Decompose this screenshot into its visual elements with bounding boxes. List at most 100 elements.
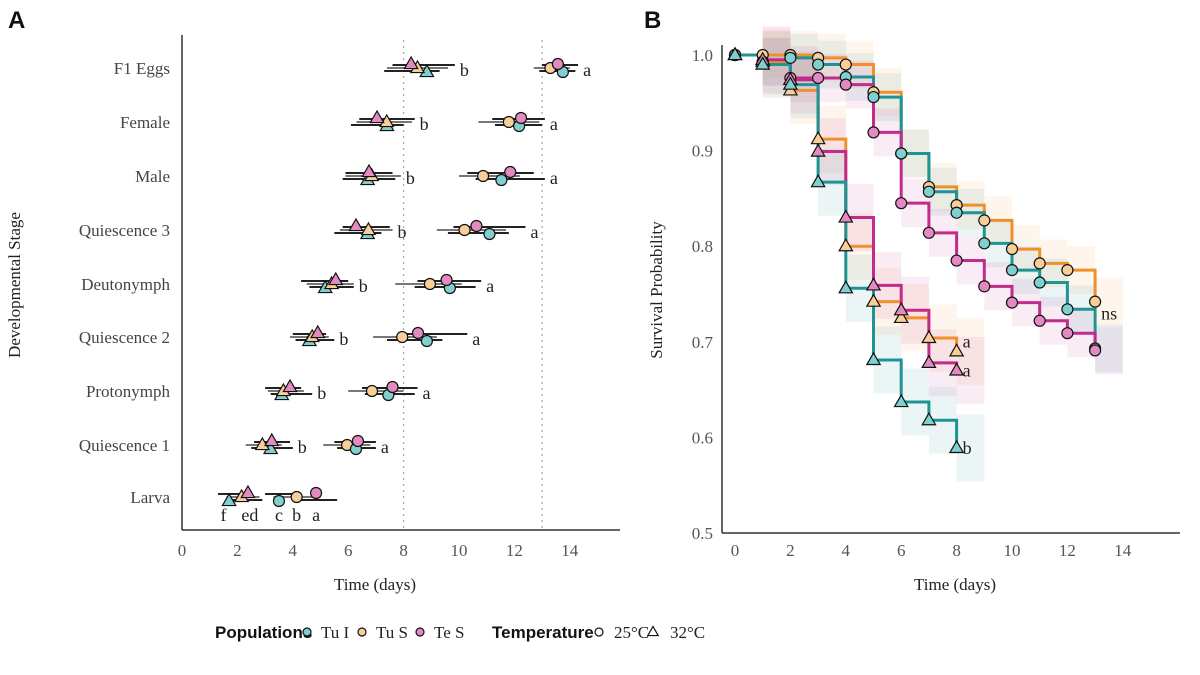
triangle-marker-tu-s (379, 113, 395, 128)
significance-letter: a (312, 505, 320, 525)
x-tick-label: 4 (289, 541, 298, 560)
circle-marker-te-s (470, 219, 483, 233)
circle-marker-tu-s (396, 330, 409, 344)
stage-label: Deutonymph (81, 275, 170, 294)
triangle-marker (893, 393, 909, 408)
x-tick-label: 10 (451, 541, 468, 560)
triangle-marker-te-s (361, 163, 377, 178)
circle-marker (839, 78, 852, 91)
circle-marker (784, 51, 797, 64)
circle-marker (1061, 327, 1074, 340)
stage-label: Larva (130, 488, 170, 507)
circle-marker (978, 280, 991, 293)
circle-marker-tu-i (420, 334, 433, 348)
x-tick-label: 8 (399, 541, 408, 560)
significance-letter: b (298, 437, 307, 457)
panel-a-xlabel: Time (days) (334, 575, 416, 594)
legend-population-swatch (357, 627, 367, 637)
circle-marker (950, 206, 963, 219)
significance-letter: b (406, 168, 415, 188)
circle-marker (1005, 264, 1019, 277)
significance-letter: a (472, 329, 480, 349)
y-tick-label: 1.0 (692, 46, 713, 65)
y-tick-label: 0.9 (692, 142, 713, 161)
circle-marker-tu-s (458, 223, 471, 237)
x-tick-label: 2 (786, 541, 795, 560)
circle-marker (867, 90, 880, 104)
triangle-marker (948, 362, 965, 376)
panel-b-ylabel: Survival Probability (647, 221, 666, 359)
legend-population-swatch (415, 627, 425, 637)
circle-marker (1088, 295, 1102, 308)
panel-a-ylabel: Developmental Stage (5, 212, 24, 358)
significance-letter: ed (241, 505, 258, 525)
significance-letter: b (359, 276, 368, 296)
triangle-marker-te-s (282, 378, 298, 393)
x-tick-label: 4 (842, 541, 851, 560)
significance-letter: a (963, 331, 971, 351)
significance-letter: a (422, 383, 430, 403)
x-tick-label: 14 (1114, 541, 1132, 560)
x-tick-label: 14 (561, 541, 579, 560)
y-tick-label: 0.8 (692, 237, 713, 256)
circle-marker (1033, 257, 1046, 270)
legend: Populations Tu I Tu S Te S Temperature 25°C 32… (215, 623, 705, 642)
x-tick-label: 12 (506, 541, 523, 560)
significance-letter: a (550, 168, 558, 188)
panel-b-label: B (644, 7, 661, 34)
significance-letter: a (550, 114, 558, 134)
significance-letter: b (292, 505, 301, 525)
circle-marker (1033, 276, 1046, 289)
triangle-marker-te-s (348, 217, 364, 232)
legend-population-label: Te S (434, 623, 464, 642)
circle-marker-te-s (411, 326, 425, 340)
triangle-marker (948, 439, 965, 454)
legend-temperature-label: 25°C (614, 623, 649, 642)
stage-label: Quiescence 2 (79, 328, 170, 347)
circle-marker (978, 237, 991, 250)
significance-letter: f (221, 505, 227, 525)
stage-label: F1 Eggs (114, 59, 170, 78)
significance-letter: b (398, 222, 407, 242)
x-tick-label: 12 (1059, 541, 1076, 560)
y-tick-label: 0.5 (692, 524, 713, 543)
triangle-marker-tu-i (221, 492, 237, 507)
stage-label: Female (120, 113, 170, 132)
triangle-marker-tu-s (360, 221, 377, 236)
triangle-marker (838, 237, 854, 252)
circle-marker (895, 197, 908, 210)
circle-marker-te-s (351, 434, 364, 448)
circle-marker (1005, 242, 1019, 256)
circle-marker (811, 71, 825, 85)
panel-a-label: A (8, 7, 25, 34)
circle-marker (867, 126, 880, 139)
triangle-marker (755, 56, 771, 70)
stage-label: Quiescence 1 (79, 436, 170, 455)
circle-marker-tu-s (290, 490, 303, 504)
triangle-marker (948, 343, 965, 357)
x-tick-label: 0 (731, 541, 740, 560)
circle-marker (922, 185, 936, 198)
triangle-marker (727, 46, 743, 61)
legend-population-label: Tu S (376, 623, 408, 642)
triangle-marker (838, 280, 854, 294)
circle-marker (1088, 344, 1102, 357)
triangle-marker (865, 351, 882, 366)
significance-letter: a (381, 437, 389, 457)
circle-marker-te-s (440, 273, 453, 287)
significance-letter: b (339, 329, 348, 349)
circle-marker-te-s (504, 165, 517, 179)
legend-temperature-title: Temperature (492, 623, 594, 642)
circle-marker-te-s (551, 57, 564, 71)
circle-marker (1005, 296, 1019, 309)
stage-label: Quiescence 3 (79, 221, 170, 240)
triangle-marker (893, 302, 909, 316)
significance-letter: a (530, 222, 538, 242)
circle-marker-tu-s (502, 115, 515, 129)
triangle-marker-te-s (369, 109, 385, 124)
triangle-marker (865, 293, 882, 307)
circle-marker-tu-i (483, 227, 496, 241)
triangle-marker (810, 143, 826, 157)
circle-marker (1061, 303, 1074, 316)
